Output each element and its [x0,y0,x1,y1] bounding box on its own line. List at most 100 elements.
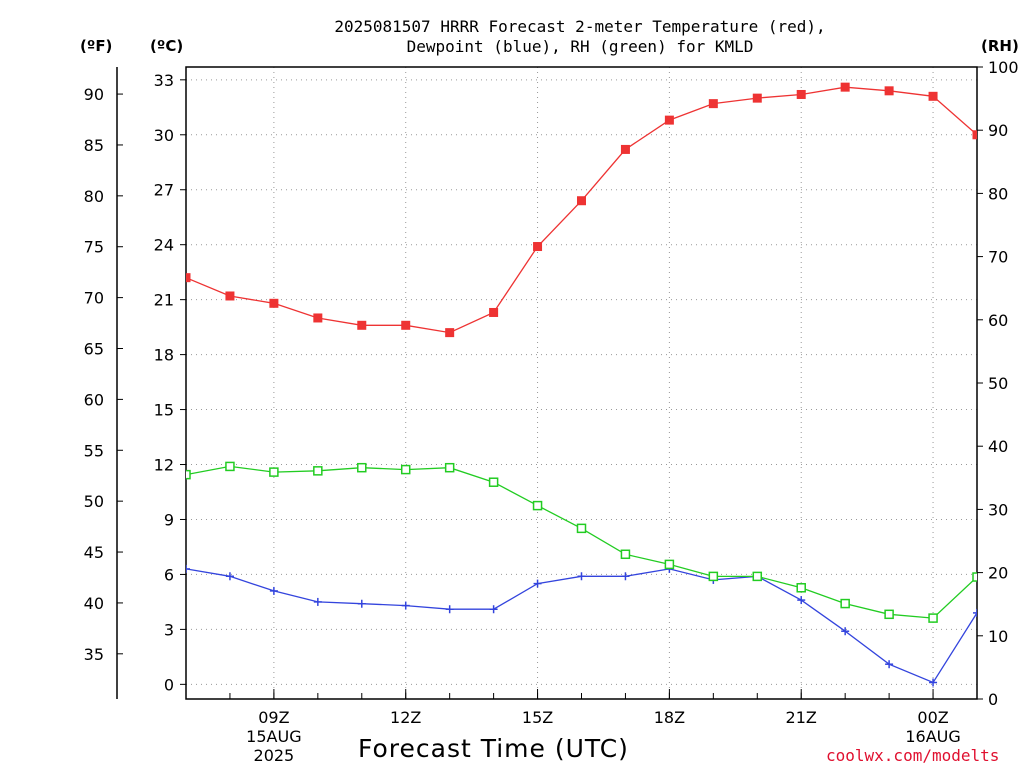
celsius-tick-label: 33 [154,71,174,90]
temperature-point [664,115,674,125]
dewpoint-point [621,572,630,581]
temperature-point [620,144,630,154]
source-credit: coolwx.com/modelts [826,746,1000,765]
rh-point [400,464,411,475]
rh-tick-label: 0 [988,690,998,709]
celsius-tick-label: 15 [154,401,174,420]
dewpoint-point [885,660,894,669]
plot-frame [185,66,978,700]
dewpoint-point [533,579,542,588]
series-clip-group [186,82,977,687]
rh-tick-label: 10 [988,627,1008,646]
dewpoint-point [841,627,850,636]
axes: 0 3 6 9 12 15 18 21 24 27 30 33 35 40 45 50 55 60 65 70 75 80… [84,58,1019,765]
celsius-tick-label: 24 [154,236,174,255]
celsius-tick-label: 9 [164,510,174,529]
dewpoint-point [929,678,938,687]
celsius-tick-label: 3 [164,620,174,639]
chart-title-line-2: Dewpoint (blue), RH (green) for KMLD [406,37,754,56]
dewpoint-point [313,597,322,606]
rh-point [357,462,367,473]
dewpoint-point [269,586,278,595]
dewpoint-point [357,599,366,608]
dewpoint-line [186,568,977,684]
x-tick-label: 18Z [654,708,685,727]
rh-tick-label: 40 [988,437,1008,456]
dewpoint-point [797,596,806,605]
rh-point [664,559,675,570]
rh-point [752,571,763,582]
rh-point [884,609,894,620]
celsius-tick-label: 6 [164,565,174,584]
celsius-tick-label: 0 [164,675,174,694]
series-layer [186,82,977,687]
temperature-point [884,86,894,96]
rh-tick-label: 70 [988,248,1008,267]
temperature-point [577,196,586,206]
temperature-point [972,130,977,140]
fahrenheit-tick-label: 90 [84,85,104,104]
temperature-point [313,313,323,323]
fahrenheit-tick-label: 80 [84,187,104,206]
rh-point [488,477,499,487]
rh-point [928,613,938,623]
rh-point [708,571,719,582]
fahrenheit-tick-label: 70 [84,289,104,308]
rh-point [225,461,235,472]
x-tick-label: 21Z [786,708,817,727]
celsius-tick-label: 27 [154,181,174,200]
x-tick-date-label: 16AUG [905,727,960,746]
temperature-point [225,291,235,301]
x-tick-label: 12Z [390,708,421,727]
rh-point [620,549,631,560]
temperature-point [445,328,455,338]
dewpoint-point [401,601,410,610]
rh-point [444,462,455,473]
celsius-tick-label: 30 [154,126,174,145]
x-tick-label: 09Z [258,708,289,727]
fahrenheit-tick-label: 85 [84,136,104,155]
celsius-tick-label: 18 [154,346,174,365]
rh-tick-label: 20 [988,564,1008,583]
dewpoint-point [186,564,190,573]
temperature-point [533,242,543,252]
dewpoint-point [445,605,454,614]
rh-tick-label: 50 [988,374,1008,393]
rh-point [972,572,977,582]
fahrenheit-tick-label: 75 [84,238,104,257]
temperature-point [752,93,762,103]
rh-point [186,469,191,480]
rh-point [532,500,543,511]
rh-point [269,467,279,477]
x-tick-label: 15Z [522,708,553,727]
temperature-point [796,89,806,99]
fahrenheit-tick-label: 35 [84,645,104,664]
rh-point [576,523,587,534]
x-tick-label: 00Z [917,708,948,727]
fahrenheit-tick-label: 60 [84,390,104,409]
dewpoint-point [489,605,498,614]
fahrenheit-tick-label: 45 [84,543,104,562]
grid-lines [186,67,977,699]
celsius-tick-label: 21 [154,291,174,310]
temperature-point [186,273,191,283]
rh-tick-label: 80 [988,184,1008,203]
rh-point [796,583,806,593]
fahrenheit-unit-label: (ºF) [80,37,113,55]
temperature-point [928,91,938,101]
rh-tick-label: 60 [988,311,1008,330]
temperature-point [357,320,367,330]
rh-point [313,466,323,476]
fahrenheit-tick-label: 55 [84,441,104,460]
x-tick-year-label: 2025 [254,746,295,765]
celsius-unit-label: (ºC) [150,37,184,55]
rh-point [840,598,850,609]
temperature-point [708,99,718,109]
temperature-point [840,82,850,92]
fahrenheit-tick-label: 50 [84,492,104,511]
temperature-point [489,307,499,317]
chart-title-line-1: 2025081507 HRRR Forecast 2-meter Tempera… [334,17,826,36]
temperature-point [401,320,411,330]
dewpoint-point [577,572,586,581]
